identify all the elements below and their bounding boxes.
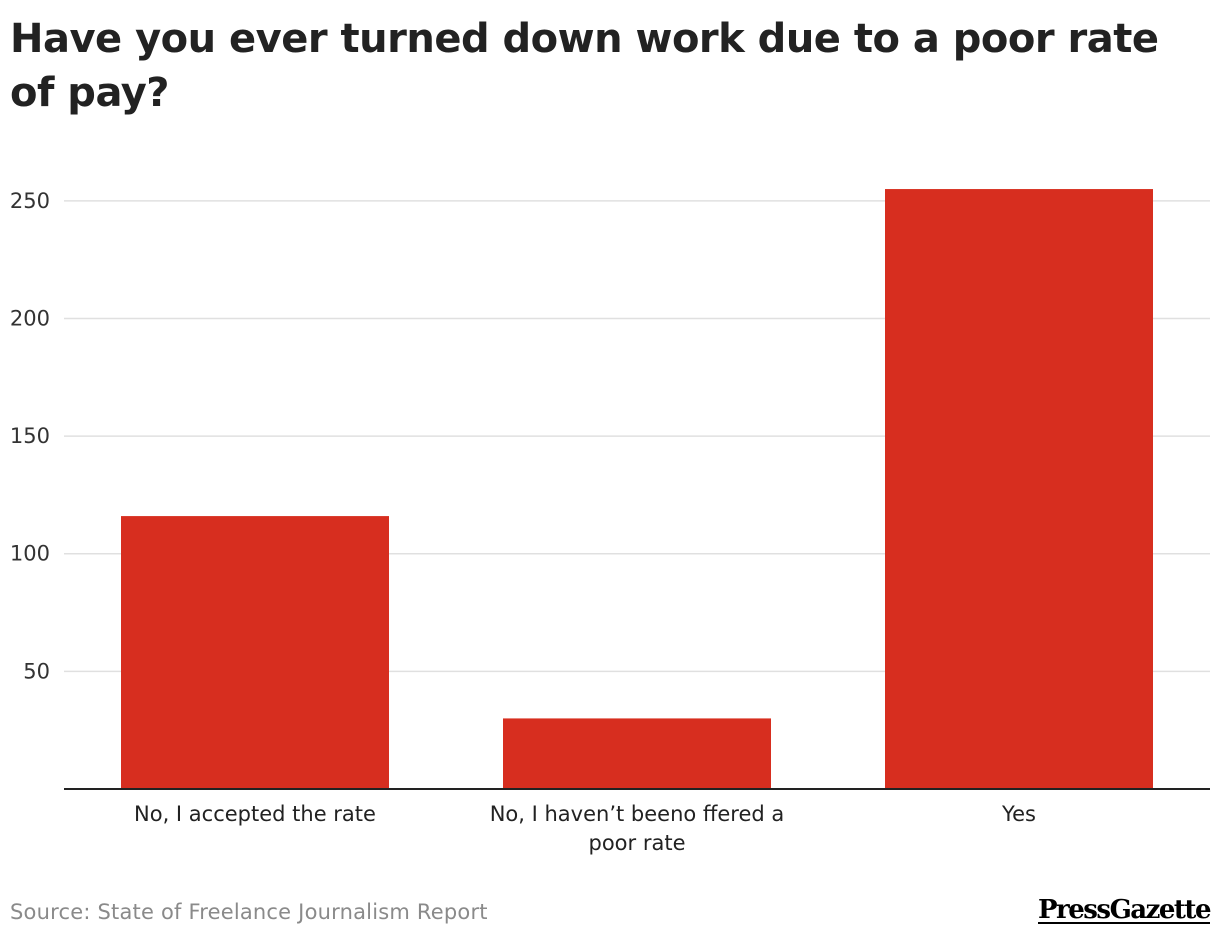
y-tick-label: 200 [10,306,50,330]
chart-title: Have you ever turned down work due to a … [10,16,1159,116]
y-tick-label: 50 [23,659,50,683]
bars [121,189,1153,789]
y-tick-label: 250 [10,189,50,213]
bar [885,189,1153,789]
press-gazette-logo: PressGazette [1038,895,1212,925]
bar [503,718,771,789]
x-category-label: No, I accepted the rate [134,802,376,826]
y-tick-label: 150 [10,424,50,448]
y-tick-label: 100 [10,542,50,566]
x-axis: No, I accepted the rate No, I haven’t bee… [134,802,1036,855]
x-category-label: No, I haven’t beeno ffered a poor rate [490,802,785,855]
source-note: Source: State of Freelance Journalism Re… [10,900,488,924]
y-axis: 50 100 150 200 250 [10,189,1210,790]
bar [121,516,389,789]
x-category-label: Yes [1001,802,1036,826]
